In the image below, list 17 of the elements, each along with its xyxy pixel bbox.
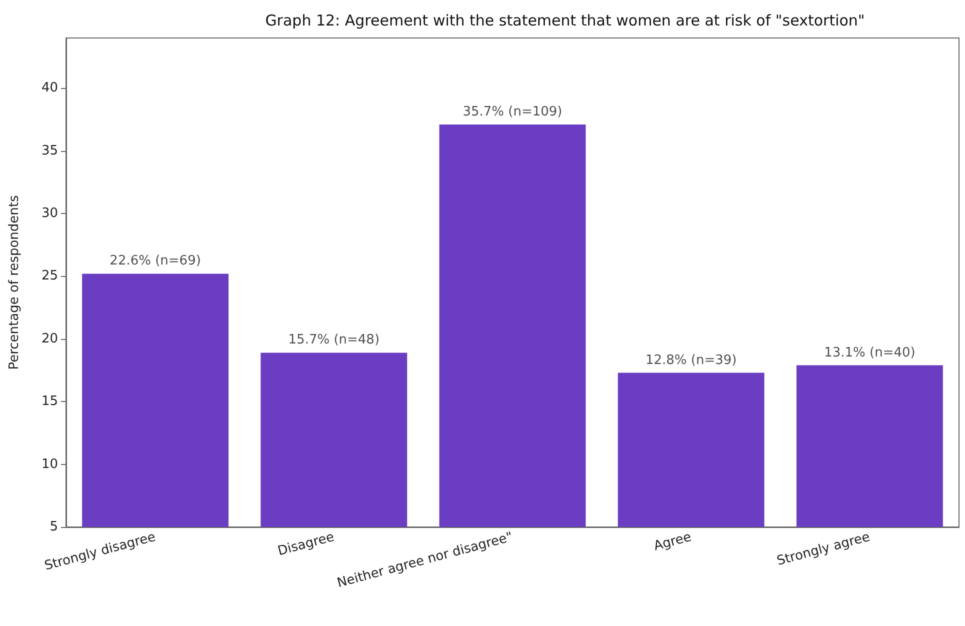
chart-title: Graph 12: Agreement with the statement that women are at risk of "sextortion"	[265, 12, 865, 30]
x-tick-label: Disagree	[276, 530, 336, 560]
y-tick-label: 25	[41, 268, 58, 284]
annotation: 12.8% (n=39)	[645, 352, 737, 368]
y-axis-title: Percentage of respondents	[7, 194, 22, 370]
y-tick-label: 15	[41, 394, 58, 410]
y-tick-label: 20	[41, 331, 58, 346]
annotation: 22.6% (n=69)	[110, 254, 201, 269]
x-tick-label: Strongly agree	[775, 530, 872, 569]
annotation: 13.1% (n=40)	[824, 345, 916, 360]
x-tick-label: Agree	[652, 530, 694, 554]
y-tick-label: 35	[41, 143, 58, 158]
annotation: 15.7% (n=48)	[288, 332, 380, 348]
y-tick-label: 10	[41, 456, 58, 472]
y-tick-label: 40	[41, 80, 58, 96]
y-tick-label: 30	[41, 206, 58, 222]
annotation: 35.7% (n=109)	[462, 104, 562, 120]
